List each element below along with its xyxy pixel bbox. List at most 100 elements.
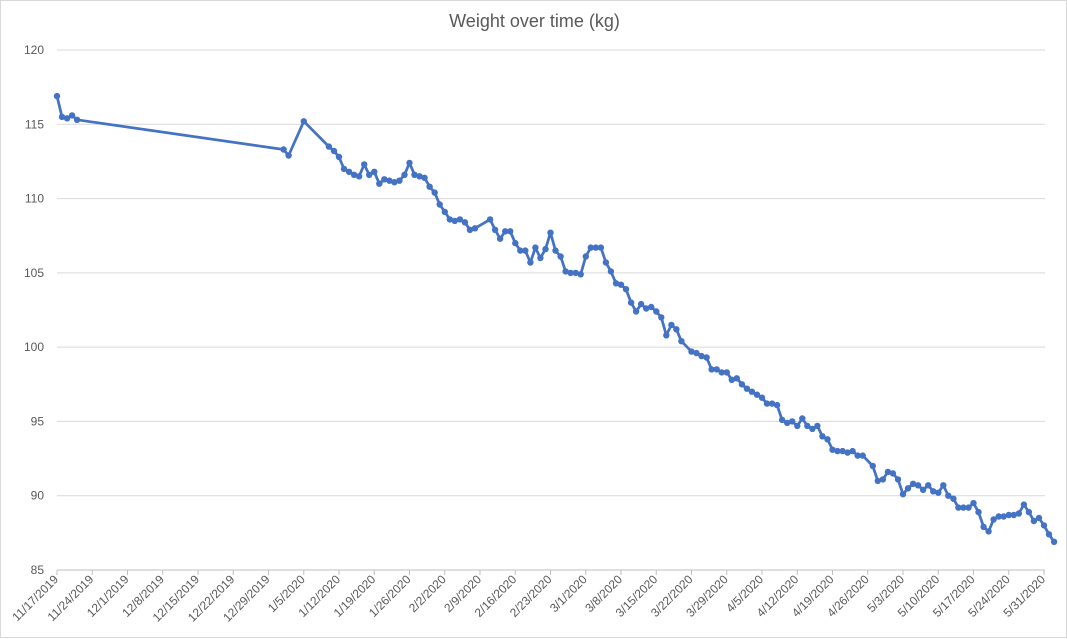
data-point [743, 385, 751, 392]
data-point [411, 171, 418, 178]
data-point [376, 180, 383, 187]
data-point [431, 189, 438, 196]
data-point [854, 452, 861, 459]
data-point [708, 366, 715, 373]
data-point [582, 253, 589, 260]
data-point [935, 489, 942, 496]
data-point [522, 247, 529, 254]
data-point [698, 352, 705, 360]
data-point [925, 482, 932, 489]
data-point [784, 419, 791, 427]
data-point [496, 235, 504, 242]
data-point [673, 326, 680, 333]
chart-title: Weight over time (kg) [449, 11, 620, 31]
data-point [909, 480, 917, 487]
data-point [753, 391, 761, 398]
y-tick-labels: 85 90 95 100 105 110 115 120 [24, 43, 44, 577]
data-point [441, 208, 448, 216]
data-point [68, 112, 76, 119]
data-point [960, 504, 967, 511]
data-point [1005, 511, 1012, 519]
data-point [1050, 538, 1058, 545]
data-point [63, 115, 71, 122]
data-point [471, 225, 479, 232]
data-point [904, 485, 912, 492]
series-line [55, 94, 1056, 544]
data-point [592, 244, 599, 251]
data-point [451, 217, 458, 225]
y-tick-label: 105 [24, 266, 44, 280]
data-point [491, 226, 499, 233]
data-point [1030, 517, 1038, 525]
y-tick-label: 110 [25, 192, 44, 206]
data-point [406, 159, 413, 167]
data-point [542, 245, 549, 253]
data-point [366, 171, 373, 178]
data-point [874, 477, 881, 485]
data-point [632, 308, 640, 315]
data-point [980, 523, 987, 531]
data-point [532, 244, 539, 251]
x-tick-label: 3/1/2020 [547, 572, 590, 615]
data-point [602, 259, 610, 266]
data-point [919, 486, 927, 493]
data-point [627, 299, 635, 306]
data-point [950, 495, 957, 502]
data-point [1020, 501, 1028, 508]
data-point [461, 219, 469, 226]
data-point [773, 401, 781, 409]
data-point [330, 147, 338, 155]
data-point [572, 269, 579, 277]
data-point [391, 179, 398, 186]
data-point [502, 228, 509, 235]
data-point [688, 348, 695, 355]
data-point [396, 177, 403, 184]
data-point [537, 254, 544, 262]
data-point [512, 239, 519, 247]
data-point [648, 303, 655, 311]
data-point [622, 286, 630, 293]
data-point [728, 376, 735, 383]
data-point [285, 152, 292, 159]
data-point [557, 253, 564, 260]
y-tick-label: 90 [31, 489, 45, 503]
data-point [436, 201, 443, 208]
data-point [325, 143, 333, 150]
data-point [849, 447, 856, 455]
data-point [386, 177, 393, 184]
data-point [965, 504, 972, 511]
data-point [829, 446, 836, 453]
data-point [990, 516, 997, 523]
data-point [507, 228, 514, 235]
data-point [748, 388, 756, 395]
data-point [1010, 511, 1017, 519]
data-point [809, 425, 816, 433]
data-point [643, 305, 650, 312]
data-point [658, 314, 665, 321]
data-point [899, 491, 907, 498]
data-point [819, 433, 826, 440]
data-point [517, 247, 524, 254]
data-point [416, 173, 423, 180]
data-point [859, 452, 866, 459]
data-point [995, 513, 1002, 520]
data-point [73, 116, 81, 124]
data-point [577, 271, 584, 278]
data-point [975, 508, 982, 516]
y-tick-label: 115 [25, 117, 44, 131]
data-point [884, 468, 892, 476]
data-point [894, 476, 902, 483]
data-point [1035, 514, 1043, 522]
data-point [355, 173, 363, 180]
data-point [653, 308, 660, 315]
data-point [804, 422, 811, 430]
data-point [617, 281, 625, 288]
data-point [703, 354, 710, 361]
data-point [421, 174, 428, 181]
x-tick-label: 2/2/2020 [406, 572, 449, 615]
data-point [446, 216, 453, 223]
data-point [693, 349, 700, 357]
data-point [879, 476, 887, 483]
